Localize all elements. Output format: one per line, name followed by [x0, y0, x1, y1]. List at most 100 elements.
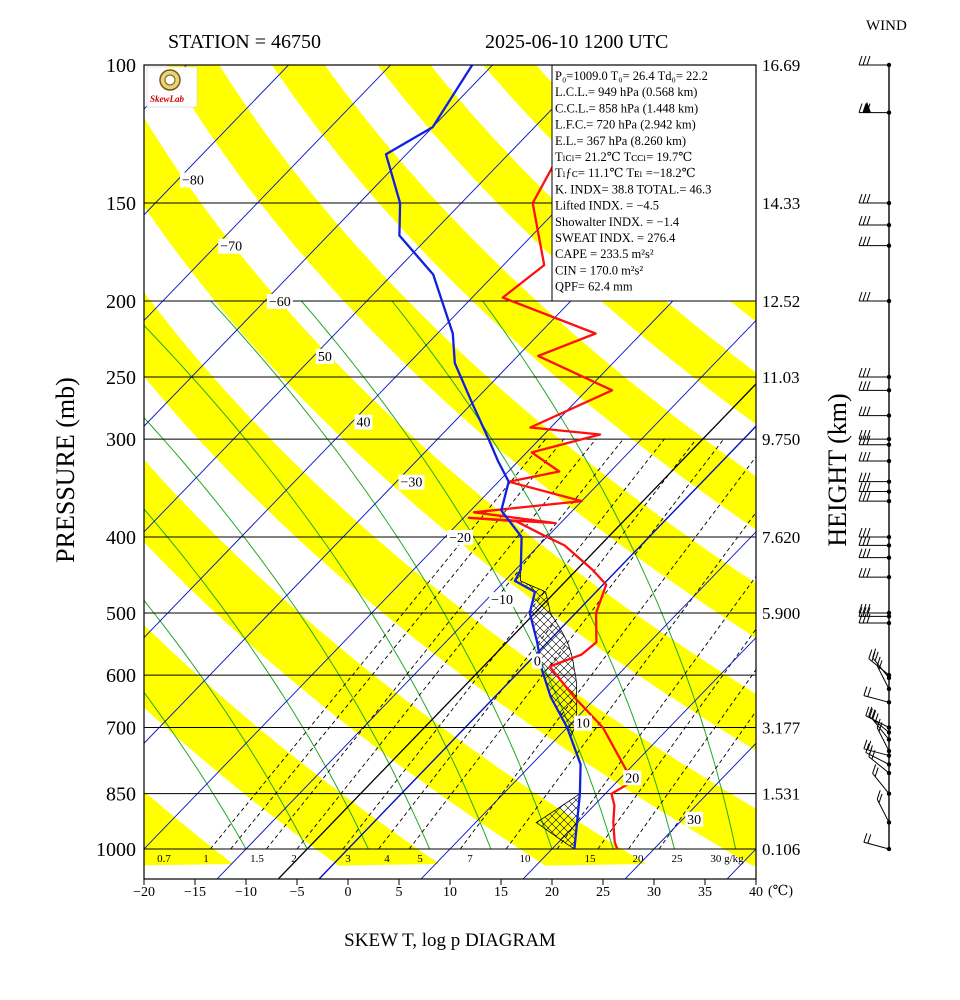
pressure-tick-label: 300: [106, 429, 136, 451]
temperature-tick-label: 35: [698, 885, 712, 900]
wind-barb-staff: [868, 658, 890, 676]
pressure-tick-label: 600: [106, 665, 136, 687]
stability-info-line: L.C.L.= 949 hPa (0.568 km): [555, 85, 697, 99]
wind-barb-feather: [862, 429, 867, 440]
isotherm-label-bg: [685, 811, 704, 827]
wind-barb-feather: [872, 764, 877, 774]
wind-barb-staff: [876, 727, 890, 752]
wind-barb-staff: [872, 773, 890, 794]
wind-barb-feather: [862, 367, 867, 378]
height-tick-label: 1.531: [762, 785, 800, 804]
wind-barb-feather: [858, 55, 863, 66]
wind-barb-feather: [871, 709, 876, 719]
isotherm-label-bg: [398, 474, 425, 490]
y2-axis-title: HEIGHT (km): [823, 393, 852, 546]
wind-barb-feather: [866, 193, 871, 204]
isotherm-line: [216, 319, 756, 879]
isotherm-label: −60: [269, 295, 291, 310]
wind-barb-feather: [866, 429, 871, 440]
mixing-ratio-line: [628, 668, 756, 850]
isotherm-label: −30: [400, 476, 422, 491]
wind-barb-feather: [858, 548, 863, 558]
isotherm-label-bg: [354, 414, 373, 430]
wind-barb-feather: [858, 613, 863, 624]
wind-barb-feather: [858, 451, 863, 462]
wind-barb-feather: [858, 193, 863, 204]
wind-barb-staff: [876, 665, 890, 690]
wind-barb-feather: [862, 536, 867, 546]
pressure-tick-label: 1000: [96, 839, 136, 861]
wind-barb-feather: [862, 406, 867, 416]
wind-barb-column: [858, 55, 892, 852]
height-tick-label: 0.106: [762, 840, 800, 859]
wind-barb-feather: [858, 607, 863, 617]
mixing-ratio-line: [342, 438, 665, 850]
height-tick-label: 3.177: [762, 719, 801, 738]
wind-barb-feather: [867, 740, 872, 751]
isotherm-label-bg: [447, 530, 474, 546]
wind-barb-staff: [863, 695, 890, 703]
temperature-tick-label: −20: [133, 885, 155, 900]
wind-barb-feather: [876, 718, 881, 729]
temperature-tick-label: 25: [596, 885, 610, 900]
stability-info-line: Lifted INDX. = −4.5: [555, 199, 659, 213]
wind-barb-feather: [868, 747, 873, 757]
wind-barb-feather: [868, 706, 873, 717]
stability-info-line: QPF= 62.4 mm: [555, 280, 633, 294]
wind-barb-feather: [862, 567, 867, 578]
isotherm-label-bg: [180, 172, 207, 188]
isotherm-label-bg: [489, 592, 516, 608]
wind-barb-feather: [862, 381, 867, 391]
moist-adiabat-line: [144, 691, 247, 850]
isotherm-label-bg: [315, 348, 334, 364]
stability-info-line: C.C.L.= 858 hPa (1.448 km): [555, 101, 698, 115]
height-tick-label: 7.620: [762, 528, 800, 547]
mixing-ratio-label: 2: [291, 853, 297, 865]
station-label: STATION = 46750: [168, 31, 321, 53]
pressure-tick-label: 100: [106, 55, 136, 77]
wind-barb-staff: [868, 756, 890, 774]
pressure-tick-label: 250: [106, 367, 136, 389]
wind-barb-feather: [878, 660, 883, 670]
wind-barb-feather: [862, 482, 867, 492]
wind-barb-feather: [876, 790, 881, 800]
wind-barb-feather: [863, 739, 868, 749]
wind-barb-feather: [874, 767, 879, 777]
freezing-reference-line: [277, 382, 756, 879]
mixing-ratio-line: [209, 438, 546, 850]
wind-barb-feather: [868, 708, 873, 718]
stability-info-lines: P₀=1009.0 T₀= 26.4 Td₀= 22.2 L.C.L.= 949 …: [555, 69, 711, 294]
mixing-ratio-label: 1.5: [250, 853, 264, 865]
mixing-ratio-labels: 0.7 1 1.5 2 3 4 5 7 10 15 20 25 30 g/kg: [157, 853, 744, 865]
stability-info-line: SWEAT INDX. = 276.4: [555, 231, 676, 245]
skewlab-logo: SkewLab: [146, 66, 198, 108]
isotherm-labels: −80 −70 −60 50 40 −30 −20 −10 0 10 20 30: [180, 172, 704, 828]
isotherm-label: −80: [182, 174, 204, 189]
dry-adiabat-band: [166, 65, 756, 639]
wind-barb-staff: [872, 718, 890, 740]
logo-text: SkewLab: [150, 94, 185, 104]
temperature-tick-label: 0: [345, 885, 352, 900]
wind-barb-feather: [874, 651, 879, 661]
mixing-ratio-line: [597, 628, 756, 850]
wind-barb-feather: [866, 491, 871, 502]
isotherm-line: [318, 425, 756, 879]
wind-barb-feather: [866, 613, 871, 624]
wind-barb-feather: [862, 55, 867, 66]
isotherm-label: −10: [491, 593, 513, 608]
wind-barb-feather: [866, 482, 871, 492]
dry-adiabat-band: [144, 292, 756, 866]
wind-barb-staff: [876, 799, 890, 823]
stability-info-line: L.F.C.= 720 hPa (2.942 km): [555, 118, 696, 132]
wind-barb-feather: [866, 536, 871, 546]
mixing-ratio-label: 1: [203, 853, 209, 865]
wind-barb-feather: [866, 291, 871, 302]
isotherm-label: 0: [534, 655, 541, 670]
wind-barb-feather: [863, 833, 868, 843]
stability-info-line: K. INDX= 38.8 TOTAL.= 46.3: [555, 182, 711, 196]
stability-info-line: CIN = 170.0 m²s²: [555, 263, 643, 277]
wind-barb-feather: [862, 291, 867, 302]
height-tick-label: 5.900: [762, 604, 800, 623]
isotherm-line: [0, 29, 17, 881]
